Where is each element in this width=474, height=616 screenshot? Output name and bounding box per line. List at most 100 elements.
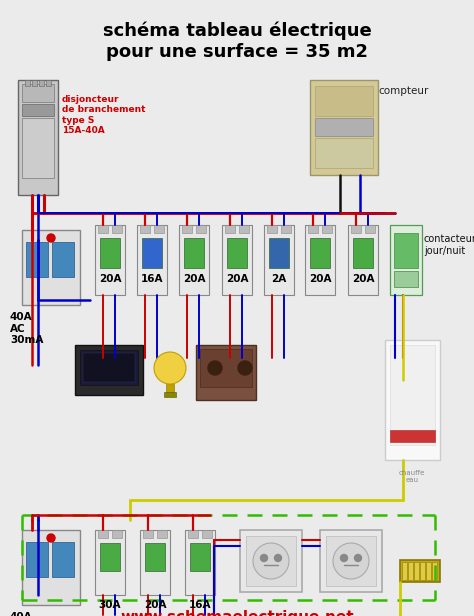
Circle shape: [355, 554, 362, 562]
Bar: [305, 225, 335, 295]
Bar: [390, 225, 422, 295]
Bar: [196, 345, 256, 400]
Bar: [22, 118, 54, 178]
Text: compteur: compteur: [378, 86, 428, 96]
Text: 30A: 30A: [99, 600, 121, 610]
Bar: [26, 542, 48, 577]
Bar: [140, 530, 170, 595]
Bar: [182, 225, 192, 233]
Bar: [227, 238, 247, 268]
Bar: [239, 225, 249, 233]
Text: schéma tableau électrique: schéma tableau électrique: [103, 22, 371, 41]
Bar: [184, 238, 204, 268]
Bar: [200, 349, 252, 387]
Text: 40A
AC
30mA: 40A AC 30mA: [10, 312, 44, 345]
Text: contacteur
jour/nuit: contacteur jour/nuit: [424, 234, 474, 256]
Bar: [22, 104, 54, 116]
Circle shape: [154, 352, 186, 384]
Bar: [22, 530, 80, 605]
Bar: [315, 86, 373, 116]
Bar: [80, 350, 138, 385]
Bar: [390, 345, 435, 445]
Text: 20A: 20A: [352, 274, 374, 284]
Bar: [18, 80, 58, 195]
Bar: [353, 238, 373, 268]
Bar: [95, 530, 125, 595]
Bar: [326, 536, 376, 586]
Bar: [390, 430, 435, 442]
Text: 16A: 16A: [189, 600, 211, 610]
Bar: [267, 225, 277, 233]
Bar: [98, 530, 108, 538]
Bar: [75, 345, 143, 395]
Bar: [348, 225, 378, 295]
Bar: [196, 225, 206, 233]
Bar: [315, 118, 373, 136]
Bar: [95, 225, 125, 295]
Text: 20A: 20A: [183, 274, 205, 284]
Bar: [52, 242, 74, 277]
Text: chauffe
eau: chauffe eau: [399, 470, 425, 483]
Circle shape: [253, 543, 289, 579]
Bar: [365, 225, 375, 233]
Bar: [408, 562, 413, 580]
Bar: [246, 536, 296, 586]
Bar: [320, 530, 382, 592]
Bar: [264, 225, 294, 295]
Bar: [100, 543, 120, 571]
Circle shape: [208, 361, 222, 375]
Bar: [100, 238, 120, 268]
Bar: [140, 225, 150, 233]
Bar: [322, 225, 332, 233]
Bar: [185, 530, 215, 595]
Circle shape: [333, 543, 369, 579]
Bar: [179, 225, 209, 295]
Bar: [315, 138, 373, 168]
Bar: [202, 530, 212, 538]
Bar: [281, 225, 291, 233]
Bar: [402, 562, 407, 580]
Bar: [25, 80, 30, 86]
Bar: [112, 530, 122, 538]
Bar: [351, 225, 361, 233]
Bar: [269, 238, 289, 268]
Text: disjoncteur
de branchement
type S
15A-40A: disjoncteur de branchement type S 15A-40…: [62, 95, 146, 135]
Circle shape: [340, 554, 347, 562]
Bar: [52, 542, 74, 577]
Text: 2A: 2A: [272, 274, 287, 284]
Circle shape: [47, 534, 55, 542]
Circle shape: [261, 554, 267, 562]
Bar: [394, 233, 418, 268]
Bar: [157, 530, 167, 538]
Bar: [310, 238, 330, 268]
Bar: [166, 384, 174, 392]
Text: 20A: 20A: [99, 274, 121, 284]
Bar: [46, 80, 51, 86]
Text: 20A: 20A: [226, 274, 248, 284]
Circle shape: [238, 361, 252, 375]
Circle shape: [47, 234, 55, 242]
Text: 40A
A
30mA: 40A A 30mA: [10, 612, 44, 616]
Bar: [142, 238, 162, 268]
Bar: [426, 562, 431, 580]
Bar: [22, 84, 54, 102]
Bar: [400, 560, 440, 582]
Bar: [137, 225, 167, 295]
Bar: [145, 543, 165, 571]
Bar: [112, 225, 122, 233]
Bar: [308, 225, 318, 233]
Bar: [83, 353, 135, 382]
Text: 20A: 20A: [144, 600, 166, 610]
Text: www.schemaelectrique.net: www.schemaelectrique.net: [120, 610, 354, 616]
Bar: [190, 543, 210, 571]
Bar: [39, 80, 44, 86]
Bar: [98, 225, 108, 233]
Bar: [164, 392, 176, 397]
Bar: [310, 80, 378, 175]
Bar: [143, 530, 153, 538]
Bar: [26, 242, 48, 277]
Bar: [432, 562, 437, 580]
Bar: [188, 530, 198, 538]
Bar: [225, 225, 235, 233]
Bar: [394, 271, 418, 287]
